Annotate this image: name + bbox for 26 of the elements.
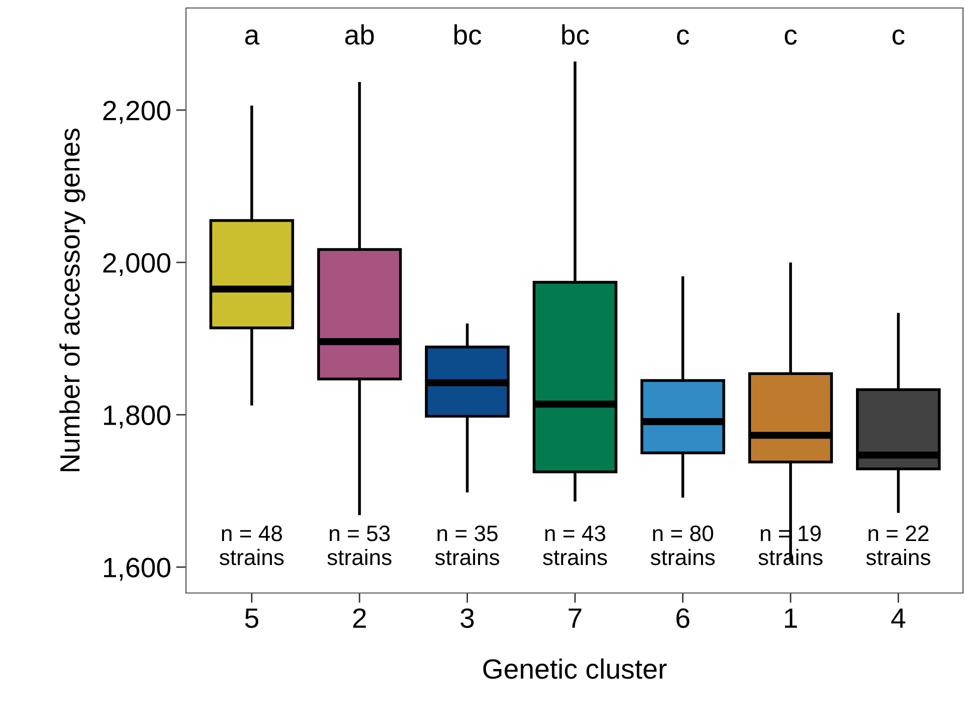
- annotation: n = 80 strains: [650, 526, 715, 566]
- annotation: n = 43 strains: [542, 526, 607, 566]
- x-tick-label: 3: [460, 608, 474, 628]
- annotation: n = 53 strains: [327, 526, 392, 566]
- annotation: a: [245, 29, 260, 45]
- x-tick-label: 5: [245, 608, 258, 628]
- y-tick-label: 2,200: [103, 100, 170, 124]
- x-tick-label: 1: [784, 608, 797, 628]
- x-tick-label: 4: [891, 608, 906, 628]
- x-tick-label: 2: [353, 608, 366, 628]
- y-tick-label: 1,600: [104, 558, 170, 581]
- annotation: bc: [454, 24, 482, 45]
- annotation: n = 22 strains: [866, 526, 930, 566]
- x-tick-label: 7: [568, 608, 582, 628]
- annotation: ab: [345, 24, 374, 45]
- annotation: c: [677, 29, 690, 45]
- y-tick-label: 1,800: [104, 405, 170, 428]
- annotation: c: [784, 29, 797, 45]
- x-axis-title: Genetic cluster: [483, 658, 667, 679]
- y-axis-title: Number of accessory genes: [59, 128, 86, 472]
- annotation: n = 35 strains: [435, 526, 500, 566]
- annotation: bc: [562, 24, 589, 45]
- y-tick-label: 2,000: [103, 253, 170, 276]
- annotation: c: [892, 29, 905, 45]
- x-tick-label: 6: [676, 608, 690, 628]
- annotation: n = 48 strains: [220, 526, 284, 566]
